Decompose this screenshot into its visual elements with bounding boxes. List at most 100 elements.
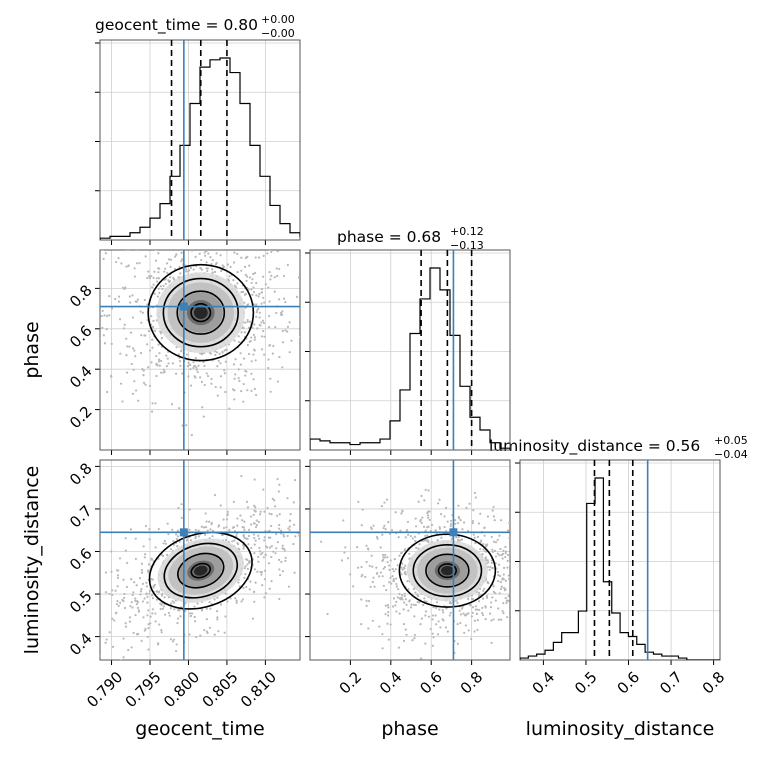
scatter-point [513,556,515,558]
scatter-point [292,501,295,504]
scatter-point [154,250,157,251]
scatter-point [436,633,440,636]
scatter-point [250,336,253,339]
scatter-point [512,556,514,558]
scatter-point [548,596,550,598]
scatter-point [484,550,487,553]
scatter-point [154,329,157,332]
title-geocent-time-plus: +0.00 [261,13,295,26]
scatter-point [124,250,128,252]
scatter-point [554,546,556,548]
scatter-point [461,528,464,531]
scatter-point [140,321,143,324]
scatter-point [391,605,395,608]
contour-line [147,263,255,362]
scatter-point [386,614,390,617]
contour-line [176,290,226,335]
scatter-point [141,246,143,248]
scatter-point [483,587,486,590]
scatter-point [512,579,514,581]
scatter-point [158,364,161,367]
x-tick-label: 0.4 [376,668,406,698]
density-level [193,306,208,319]
scatter-point [118,318,122,321]
scatter-point [100,337,101,340]
scatter-point [101,250,104,251]
scatter-point [222,266,225,269]
y-tick-label: 0.4 [66,362,96,392]
scatter-point [276,250,279,253]
scatter-point [216,618,219,621]
scatter-point [246,303,249,307]
scatter-point [395,582,398,586]
scatter-point [360,524,363,527]
scatter-point [178,238,180,240]
scatter-point [414,525,418,528]
scatter-point [407,609,410,612]
scatter-point [205,250,208,253]
scatter-point [457,535,460,539]
scatter-point [500,618,503,621]
scatter-point [508,521,510,525]
scatter-point [329,529,331,531]
scatter-point [151,338,154,341]
scatter-point [361,508,364,511]
scatter-point [264,591,267,595]
scatter-point [333,578,335,580]
scatter-point [211,271,214,274]
scatter-point [125,585,128,589]
scatter-point [405,633,408,636]
scatter-point [391,567,394,571]
scatter-point [194,242,196,244]
scatter-point [281,310,284,313]
scatter-point [356,546,359,549]
scatter-point [104,641,107,644]
scatter-point [295,224,297,226]
scatter-point [164,267,167,270]
scatter-point [488,568,491,571]
scatter-point [278,355,281,359]
scatter-point [398,554,401,557]
panel-luminosity-distance-histogram: 0.4 0.5 0.6 0.7 0.8 [515,459,728,698]
scatter-point [273,276,276,279]
scatter-point [246,389,249,392]
title-phase: phase = 0.68 +0.12 −0.13 [337,225,484,252]
scatter-point [208,626,212,629]
scatter-point [268,343,272,347]
scatter-point [294,535,297,538]
scatter-point [440,536,443,539]
scatter-point [476,535,480,538]
scatter-point [394,511,397,514]
scatter-point [172,638,176,641]
scatter-point [476,608,479,611]
scatter-point [137,399,140,402]
scatter-point [238,212,240,214]
scatter-point [463,631,466,634]
scatter-point [161,607,165,610]
scatter-point [131,606,134,609]
scatter-point [124,625,128,628]
scatter-point [404,536,407,539]
scatter-point [383,565,386,569]
scatter-point [237,377,240,380]
scatter-point [134,355,137,358]
scatter-point [509,563,510,566]
scatter-point [131,294,134,297]
scatter-point [175,643,178,646]
scatter-point [281,366,284,369]
scatter-point [159,607,162,611]
scatter-point [203,364,206,367]
scatter-point [517,566,519,568]
scatter-point [150,274,153,278]
scatter-point [188,269,191,272]
scatter-point [94,306,96,308]
scatter-point [66,668,68,670]
scatter-point [155,242,157,244]
scatter-point [328,397,330,399]
scatter-point [450,670,452,672]
scatter-point [382,556,385,559]
scatter-point [165,262,169,265]
scatter-point [146,635,149,639]
scatter-point [263,536,266,539]
scatter-point [212,228,214,230]
